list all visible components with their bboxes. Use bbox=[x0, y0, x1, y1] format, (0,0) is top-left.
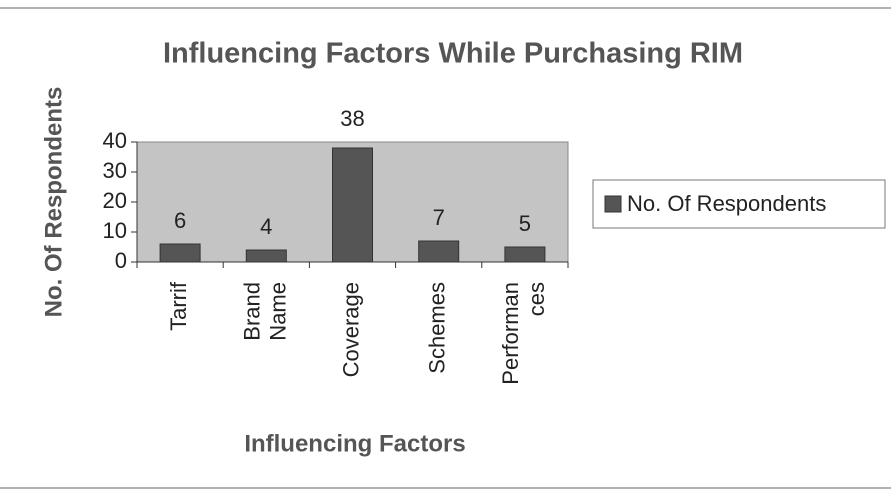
data-label: 6 bbox=[174, 208, 186, 233]
bar bbox=[418, 240, 460, 263]
bar bbox=[504, 246, 546, 263]
legend-swatch bbox=[604, 195, 622, 213]
data-label: 4 bbox=[260, 214, 272, 239]
chart-title: Influencing Factors While Purchasing RIM bbox=[163, 38, 743, 70]
bar bbox=[245, 249, 287, 263]
data-label: 38 bbox=[340, 106, 364, 131]
y-tick-label: 20 bbox=[103, 188, 127, 213]
bar bbox=[159, 243, 201, 263]
bar bbox=[332, 147, 373, 263]
y-tick-label: 40 bbox=[103, 128, 127, 153]
y-axis-label: No. Of Respondents bbox=[40, 87, 67, 318]
x-tick-label: BrandName bbox=[239, 282, 290, 341]
legend-label: No. Of Respondents bbox=[627, 191, 826, 216]
y-tick-label: 10 bbox=[103, 218, 127, 243]
y-tick-label: 30 bbox=[103, 158, 127, 183]
data-label: 5 bbox=[519, 211, 531, 236]
x-tick-label: Tarrif bbox=[166, 281, 191, 331]
x-axis-label: Influencing Factors bbox=[244, 430, 465, 457]
x-tick-label: Performances bbox=[498, 282, 549, 385]
legend bbox=[592, 179, 886, 229]
x-tick-label: Coverage bbox=[338, 282, 363, 377]
data-label: 7 bbox=[433, 205, 445, 230]
x-tick-label: Schemes bbox=[425, 282, 450, 374]
y-tick-label: 0 bbox=[115, 248, 127, 273]
